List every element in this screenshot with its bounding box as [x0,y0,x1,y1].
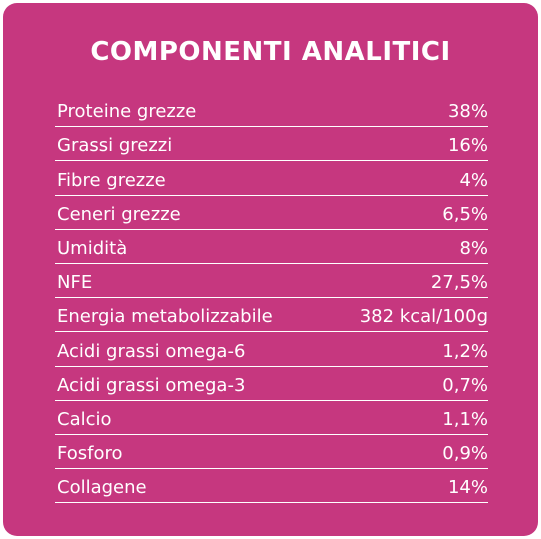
table-row: Grassi grezzi 16% [55,127,488,162]
table-row: Umidità 8% [55,230,488,264]
panel: COMPONENTI ANALITICI Proteine grezze 38% G… [3,3,538,536]
row-label: Proteine grezze [57,101,197,123]
table-row: Energia metabolizzabile 382 kcal/100g [55,298,488,333]
row-value: 382 kcal/100g [359,306,488,328]
row-value: 1,2% [442,340,488,362]
title: COMPONENTI ANALITICI [90,37,451,67]
row-value: 0,7% [442,374,488,396]
row-label: Collagene [57,477,147,499]
row-label: Fibre grezze [57,169,166,191]
table-row: Acidi grassi omega-6 1,2% [55,332,488,367]
row-label: Fosforo [57,443,123,465]
row-value: 8% [459,237,488,259]
table: Proteine grezze 38% Grassi grezzi 16% Fibre … [55,93,488,504]
table-row: Acidi grassi omega-3 0,7% [55,367,488,401]
row-value: 0,9% [442,443,488,465]
row-value: 27,5% [430,272,488,294]
row-label: NFE [57,272,93,294]
row-value: 1,1% [442,408,488,430]
row-value: 16% [447,135,488,157]
table-row: Calcio 1,1% [55,401,488,435]
row-label: Ceneri grezze [57,203,181,225]
row-label: Energia metabolizzabile [57,306,273,328]
table-row: Proteine grezze 38% [55,93,488,128]
row-value: 6,5% [442,203,488,225]
row-label: Acidi grassi omega-3 [57,374,246,396]
table-row: Ceneri grezze 6,5% [55,196,488,230]
row-value: 4% [459,169,488,191]
table-row: Fosforo 0,9% [55,435,488,470]
table-row: Fibre grezze 4% [55,161,488,196]
row-label: Grassi grezzi [57,135,173,157]
table-row: NFE 27,5% [55,264,488,299]
row-label: Calcio [57,408,112,430]
row-value: 14% [447,477,488,499]
table-row: Collagene 14% [55,469,488,504]
row-label: Umidità [57,237,128,259]
row-value: 38% [447,101,488,123]
row-label: Acidi grassi omega-6 [57,340,246,362]
